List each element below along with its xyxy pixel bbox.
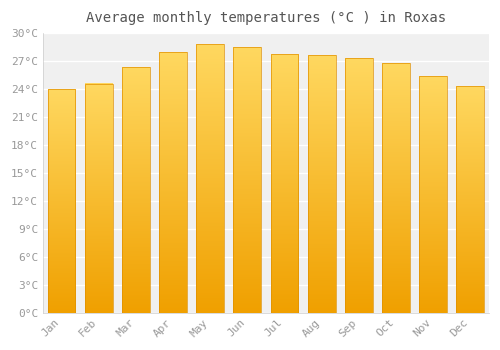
Bar (196, 44, 224, 313)
Bar (122, 67, 150, 313)
Bar (345, 58, 373, 313)
Bar (382, 63, 410, 313)
Bar (270, 54, 298, 313)
Bar (85, 84, 112, 313)
Bar (308, 55, 336, 313)
Bar (456, 86, 484, 313)
Bar (234, 47, 262, 313)
Title: Average monthly temperatures (°C ) in Roxas: Average monthly temperatures (°C ) in Ro… (86, 11, 446, 25)
Bar (159, 52, 187, 313)
Bar (419, 76, 447, 313)
Bar (48, 89, 76, 313)
